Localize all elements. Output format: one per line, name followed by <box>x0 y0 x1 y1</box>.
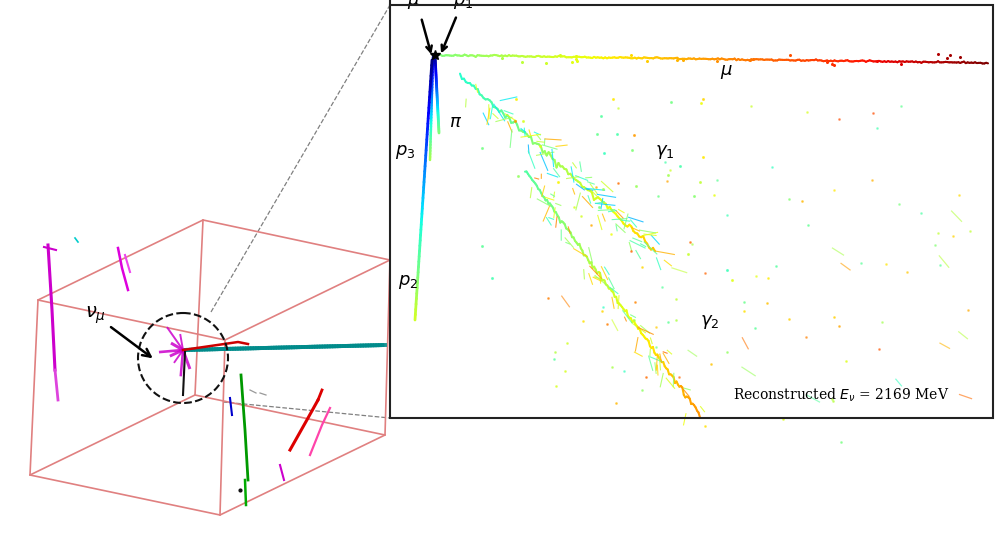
Text: $\mu$: $\mu$ <box>407 0 419 11</box>
Text: $\gamma_2$: $\gamma_2$ <box>700 313 719 331</box>
Text: $p_2$: $p_2$ <box>398 273 418 291</box>
Text: $p_1$: $p_1$ <box>453 0 473 11</box>
Text: $\nu_{\mu}$: $\nu_{\mu}$ <box>85 305 151 356</box>
Text: Reconstructed $E_{\nu}$ = 2169 MeV: Reconstructed $E_{\nu}$ = 2169 MeV <box>733 387 949 404</box>
Bar <box>390 5 993 418</box>
Text: $\pi$: $\pi$ <box>449 113 462 131</box>
Bar <box>390 5 993 418</box>
Text: $\gamma_1$: $\gamma_1$ <box>655 143 675 161</box>
Text: $\mu$: $\mu$ <box>720 63 733 81</box>
Text: $p_3$: $p_3$ <box>395 143 415 161</box>
